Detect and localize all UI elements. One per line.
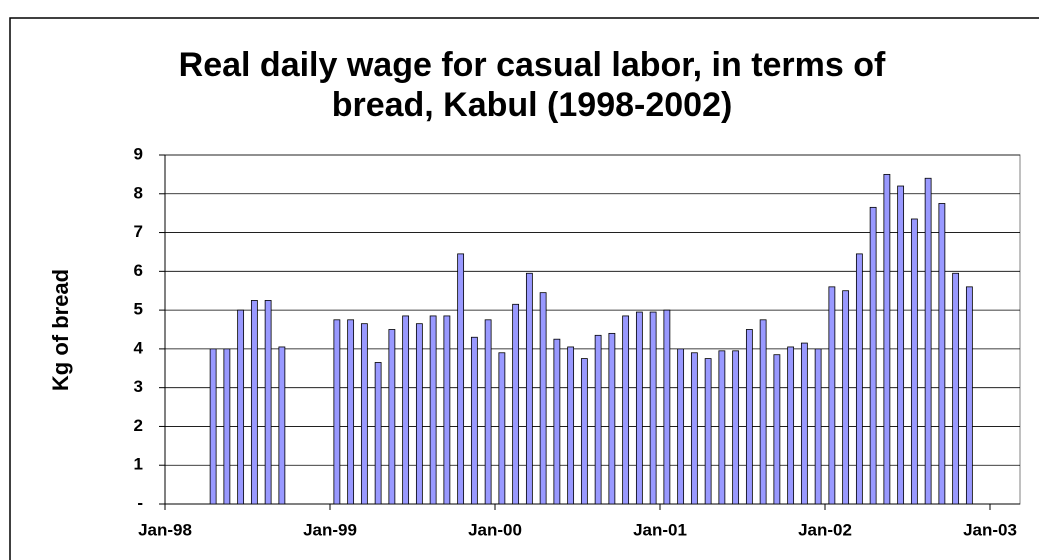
bar [237, 309, 245, 505]
y-tick-label: 7 [134, 222, 143, 241]
bar [374, 362, 382, 505]
y-axis-label: Kg of bread [48, 269, 73, 391]
bar [635, 311, 643, 505]
bar [525, 272, 533, 505]
bar [360, 323, 368, 505]
bar [800, 342, 808, 505]
bar [608, 332, 616, 505]
bar [333, 319, 341, 505]
y-tick-label: 3 [134, 377, 143, 396]
bar [415, 323, 423, 505]
bar [965, 286, 973, 505]
bar [814, 348, 822, 505]
chart-frame [9, 17, 1039, 560]
bar [264, 300, 272, 505]
chart-title: Real daily wage for casual labor, in ter… [179, 46, 886, 84]
bar [897, 185, 905, 505]
bar [429, 315, 437, 505]
bar [278, 346, 286, 505]
bar [938, 203, 946, 505]
bar [470, 336, 478, 505]
x-tick-label: Jan-98 [138, 520, 192, 539]
bar [347, 319, 355, 505]
y-tick-label: 1 [134, 455, 143, 474]
bar [580, 358, 588, 505]
y-tick-label: 8 [134, 183, 143, 202]
x-tick-label: Jan-01 [633, 520, 687, 539]
bar [952, 272, 960, 505]
bar [663, 309, 671, 505]
bar [594, 334, 602, 505]
bar [539, 292, 547, 505]
bar [402, 315, 410, 505]
bar [553, 338, 561, 505]
x-tick-label: Jan-02 [798, 520, 852, 539]
bar [745, 329, 753, 505]
bar [498, 352, 506, 505]
y-tick-label: 2 [134, 416, 143, 435]
y-tick-label: - [137, 493, 143, 512]
bar [759, 319, 767, 505]
bar [388, 329, 396, 505]
bar [677, 348, 685, 505]
bar [622, 315, 630, 505]
bar [842, 290, 850, 505]
x-tick-label: Jan-99 [303, 520, 357, 539]
bar [910, 218, 918, 505]
bar [924, 177, 932, 505]
x-tick-label: Jan-00 [468, 520, 522, 539]
bar [883, 173, 891, 505]
bar [690, 352, 698, 505]
bar [773, 354, 781, 505]
bar [732, 350, 740, 505]
bar [704, 358, 712, 505]
y-tick-label: 5 [134, 300, 143, 319]
chart-title: bread, Kabul (1998-2002) [332, 86, 733, 124]
bar [718, 350, 726, 505]
bar [250, 300, 258, 505]
y-tick-label: 9 [134, 144, 143, 163]
bar [828, 286, 836, 505]
x-tick-label: Jan-03 [963, 520, 1017, 539]
y-tick-label: 6 [134, 261, 143, 280]
bar [484, 319, 492, 505]
bar [855, 253, 863, 505]
bar [223, 348, 231, 505]
bar [567, 346, 575, 505]
bar [512, 303, 520, 505]
y-tick-label: 4 [134, 338, 144, 357]
bar [649, 311, 657, 505]
bar [869, 206, 877, 505]
bar [787, 346, 795, 505]
bar [457, 253, 465, 505]
bar [443, 315, 451, 505]
bar [209, 348, 217, 505]
